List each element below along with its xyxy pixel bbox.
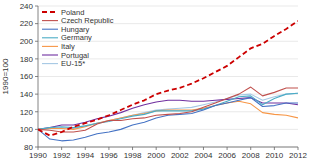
series-line [38,93,298,129]
tick-label: 2012 [289,151,307,160]
tick-label: 240 [20,2,34,11]
tick-label: 200 [20,37,34,46]
tick-label: 1998 [124,151,142,160]
tick-label: 1990 [29,151,47,160]
tick-label: 1992 [53,151,71,160]
tick-mark [35,94,38,95]
grid-line [38,76,298,77]
tick-label: 2010 [265,151,283,160]
tick-mark [35,41,38,42]
tick-mark [35,76,38,77]
legend-label: EU-15* [61,59,85,68]
tick-mark [132,147,133,150]
tick-mark [250,147,251,150]
legend-swatch [42,29,58,30]
tick-label: 220 [20,19,34,28]
legend-swatch [42,46,58,47]
chart: 8010012014016018020022024019901992199419… [0,0,310,163]
tick-label: 100 [20,125,34,134]
lines [38,21,298,141]
y-axis-label: 1990=100 [1,58,10,94]
legend-swatch [42,11,58,13]
tick-mark [38,147,39,150]
tick-label: 2006 [218,151,236,160]
legend-swatch [42,20,58,21]
tick-mark [108,147,109,150]
tick-mark [35,129,38,130]
tick-mark [35,6,38,7]
tick-mark [61,147,62,150]
tick-mark [35,23,38,24]
tick-label: 2004 [195,151,213,160]
tick-mark [227,147,228,150]
y-axis: 80100120140160180200220240 [20,2,298,152]
tick-mark [85,147,86,150]
tick-label: 180 [20,55,34,64]
tick-label: 160 [20,72,34,81]
legend-swatch [42,63,58,64]
series-line [38,98,298,141]
tick-label: 1996 [100,151,118,160]
series-line [38,93,298,129]
legend: PolandCzech RepublicHungaryGermanyItalyP… [42,8,114,69]
tick-label: 1994 [76,151,94,160]
tick-mark [35,147,38,148]
grid-line [38,147,298,148]
x-axis: 1990 1992 1994 1996 1998 2000 2002 2004 2006 2008… [29,147,307,160]
legend-swatch [42,54,58,55]
y-axis-line [38,6,39,147]
tick-mark [203,147,204,150]
legend-swatch [42,37,58,38]
tick-mark [156,147,157,150]
tick-mark [35,111,38,112]
tick-label: 120 [20,108,34,117]
series-line [38,21,298,136]
tick-mark [298,147,299,150]
tick-label: 2002 [171,151,189,160]
tick-mark [179,147,180,150]
grid-line [38,6,298,7]
tick-label: 140 [20,90,34,99]
x-axis-line [38,147,298,148]
tick-label: 2008 [242,151,260,160]
tick-label: 2000 [147,151,165,160]
tick-mark [35,58,38,59]
tick-mark [274,147,275,150]
